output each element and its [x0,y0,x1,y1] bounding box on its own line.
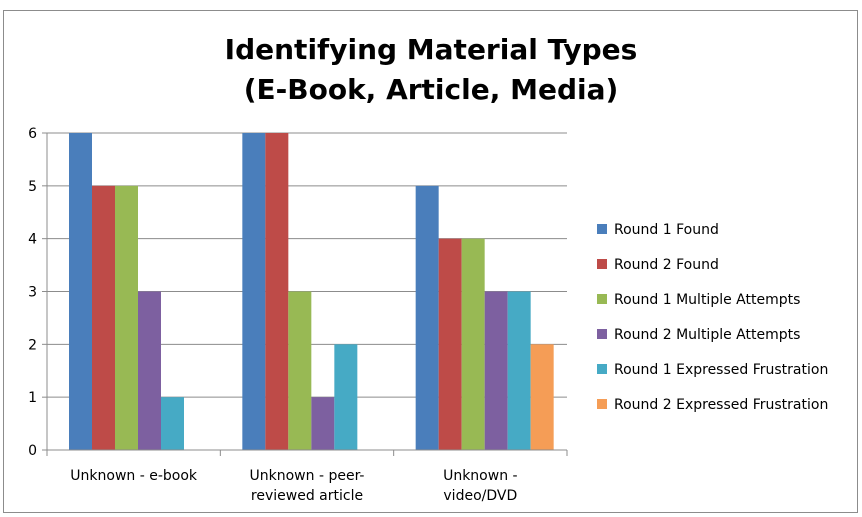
x-category-label: video/DVD [443,488,517,504]
y-axis: 0 1 2 3 4 5 6 [28,126,48,459]
bar [288,291,312,450]
chart-title-line-2: (E-Book, Article, Media) [243,73,619,106]
bar [415,185,439,451]
y-tick-label: 6 [28,126,37,142]
legend-label: Round 1 Expressed Frustration [614,362,828,378]
y-tick-label: 3 [28,285,37,301]
y-tick-label: 2 [28,337,37,353]
bar [484,291,508,450]
bar [115,185,138,451]
bar [530,344,554,450]
legend-label: Round 1 Found [614,222,719,238]
y-tick-label: 4 [28,232,37,248]
legend-swatch [597,259,607,269]
bar [138,291,161,450]
legend-swatch [597,364,607,374]
x-axis: Unknown - e-book Unknown - peer-reviewed … [46,449,568,504]
legend-swatch [597,224,607,234]
x-category-label: reviewed article [251,488,363,504]
y-tick-label: 5 [28,179,37,195]
legend-label: Round 1 Multiple Attempts [614,292,800,308]
bar [242,133,266,450]
x-category-label: Unknown - e-book [70,468,198,484]
legend-swatch [597,294,607,304]
bar [311,397,335,450]
x-category-label: Unknown - [443,468,518,484]
chart-title: Identifying Material Types (E-Book, Arti… [0,30,862,110]
bar [334,344,358,450]
bar [507,291,531,450]
legend-swatch [597,399,607,409]
bar [265,133,289,450]
x-category-label: Unknown - peer- [250,468,365,484]
legend: Round 1 Found Round 2 Found Round 1 Multip… [597,222,828,413]
legend-swatch [597,329,607,339]
legend-label: Round 2 Expressed Frustration [614,397,828,413]
legend-label: Round 2 Found [614,257,719,273]
bar [69,133,92,450]
y-tick-label: 1 [28,390,37,406]
y-tick-label: 0 [28,443,37,459]
bar [461,238,485,450]
bars [69,133,554,451]
chart-title-line-1: Identifying Material Types [224,33,638,66]
bar [438,238,462,450]
bar [161,397,184,450]
legend-label: Round 2 Multiple Attempts [614,327,800,343]
bar [92,185,115,451]
